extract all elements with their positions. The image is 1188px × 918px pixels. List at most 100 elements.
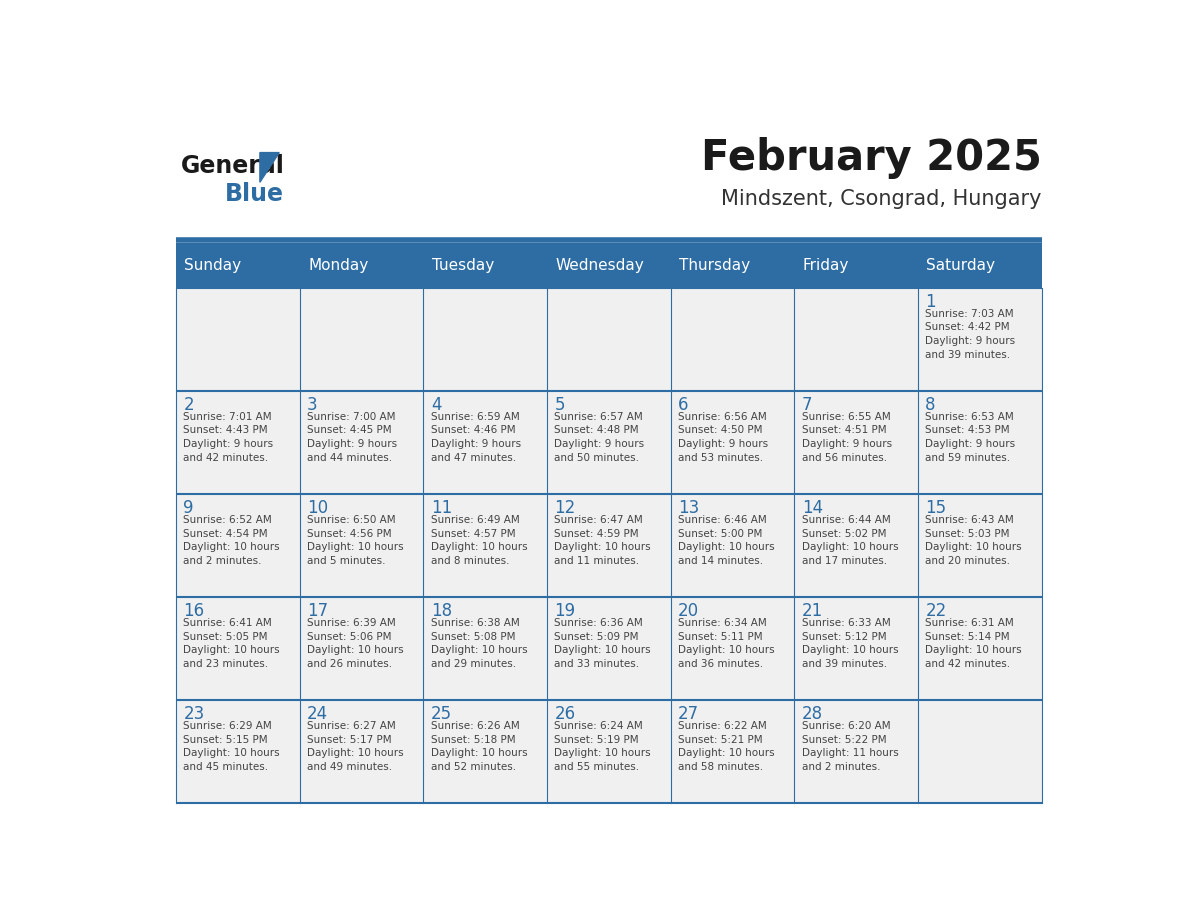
Bar: [671, 494, 795, 597]
Bar: [918, 391, 1042, 494]
Bar: [299, 287, 423, 391]
Bar: [795, 597, 918, 700]
Bar: [423, 287, 546, 391]
Text: 18: 18: [431, 601, 451, 620]
Bar: [423, 391, 546, 494]
Text: Saturday: Saturday: [927, 258, 996, 273]
Text: 5: 5: [555, 396, 565, 414]
Text: 9: 9: [183, 498, 194, 517]
Bar: [918, 243, 1042, 287]
Bar: [795, 287, 918, 391]
Text: Sunrise: 7:00 AM
Sunset: 4:45 PM
Daylight: 9 hours
and 44 minutes.: Sunrise: 7:00 AM Sunset: 4:45 PM Dayligh…: [308, 412, 397, 463]
Bar: [176, 700, 299, 803]
Bar: [795, 700, 918, 803]
Text: Sunrise: 6:29 AM
Sunset: 5:15 PM
Daylight: 10 hours
and 45 minutes.: Sunrise: 6:29 AM Sunset: 5:15 PM Dayligh…: [183, 721, 280, 772]
Bar: [176, 287, 299, 391]
Text: 22: 22: [925, 601, 947, 620]
Bar: [918, 287, 1042, 391]
Bar: [299, 243, 423, 287]
Text: 10: 10: [308, 498, 328, 517]
Text: 3: 3: [308, 396, 317, 414]
Text: 28: 28: [802, 705, 823, 722]
Text: 21: 21: [802, 601, 823, 620]
Text: 1: 1: [925, 293, 936, 310]
Bar: [546, 243, 671, 287]
Text: 13: 13: [678, 498, 700, 517]
Text: Sunrise: 6:36 AM
Sunset: 5:09 PM
Daylight: 10 hours
and 33 minutes.: Sunrise: 6:36 AM Sunset: 5:09 PM Dayligh…: [555, 618, 651, 669]
Bar: [918, 494, 1042, 597]
Bar: [176, 243, 299, 287]
Text: 20: 20: [678, 601, 700, 620]
Text: 11: 11: [431, 498, 451, 517]
Text: Sunrise: 6:31 AM
Sunset: 5:14 PM
Daylight: 10 hours
and 42 minutes.: Sunrise: 6:31 AM Sunset: 5:14 PM Dayligh…: [925, 618, 1022, 669]
Text: Sunrise: 7:03 AM
Sunset: 4:42 PM
Daylight: 9 hours
and 39 minutes.: Sunrise: 7:03 AM Sunset: 4:42 PM Dayligh…: [925, 308, 1016, 360]
Bar: [423, 700, 546, 803]
Text: Tuesday: Tuesday: [431, 258, 494, 273]
Text: 26: 26: [555, 705, 575, 722]
Text: Sunrise: 6:47 AM
Sunset: 4:59 PM
Daylight: 10 hours
and 11 minutes.: Sunrise: 6:47 AM Sunset: 4:59 PM Dayligh…: [555, 515, 651, 565]
Text: 19: 19: [555, 601, 575, 620]
Text: 14: 14: [802, 498, 823, 517]
Bar: [299, 494, 423, 597]
Text: Monday: Monday: [308, 258, 368, 273]
Bar: [546, 700, 671, 803]
Text: Sunrise: 6:33 AM
Sunset: 5:12 PM
Daylight: 10 hours
and 39 minutes.: Sunrise: 6:33 AM Sunset: 5:12 PM Dayligh…: [802, 618, 898, 669]
Text: Sunrise: 6:59 AM
Sunset: 4:46 PM
Daylight: 9 hours
and 47 minutes.: Sunrise: 6:59 AM Sunset: 4:46 PM Dayligh…: [431, 412, 520, 463]
Bar: [795, 494, 918, 597]
Bar: [299, 700, 423, 803]
Text: Sunrise: 6:56 AM
Sunset: 4:50 PM
Daylight: 9 hours
and 53 minutes.: Sunrise: 6:56 AM Sunset: 4:50 PM Dayligh…: [678, 412, 769, 463]
Text: 23: 23: [183, 705, 204, 722]
Bar: [176, 494, 299, 597]
Text: Sunday: Sunday: [184, 258, 241, 273]
Text: Sunrise: 6:27 AM
Sunset: 5:17 PM
Daylight: 10 hours
and 49 minutes.: Sunrise: 6:27 AM Sunset: 5:17 PM Dayligh…: [308, 721, 404, 772]
Text: 25: 25: [431, 705, 451, 722]
Text: 12: 12: [555, 498, 576, 517]
Text: Sunrise: 6:44 AM
Sunset: 5:02 PM
Daylight: 10 hours
and 17 minutes.: Sunrise: 6:44 AM Sunset: 5:02 PM Dayligh…: [802, 515, 898, 565]
Bar: [795, 391, 918, 494]
Text: Friday: Friday: [803, 258, 849, 273]
Bar: [671, 391, 795, 494]
Text: Sunrise: 6:20 AM
Sunset: 5:22 PM
Daylight: 11 hours
and 2 minutes.: Sunrise: 6:20 AM Sunset: 5:22 PM Dayligh…: [802, 721, 898, 772]
Text: 17: 17: [308, 601, 328, 620]
Text: Wednesday: Wednesday: [555, 258, 644, 273]
Text: Sunrise: 6:49 AM
Sunset: 4:57 PM
Daylight: 10 hours
and 8 minutes.: Sunrise: 6:49 AM Sunset: 4:57 PM Dayligh…: [431, 515, 527, 565]
Text: General: General: [181, 154, 285, 178]
Bar: [795, 243, 918, 287]
Text: Sunrise: 6:39 AM
Sunset: 5:06 PM
Daylight: 10 hours
and 26 minutes.: Sunrise: 6:39 AM Sunset: 5:06 PM Dayligh…: [308, 618, 404, 669]
Bar: [671, 287, 795, 391]
Bar: [423, 597, 546, 700]
Text: Sunrise: 6:43 AM
Sunset: 5:03 PM
Daylight: 10 hours
and 20 minutes.: Sunrise: 6:43 AM Sunset: 5:03 PM Dayligh…: [925, 515, 1022, 565]
Text: 16: 16: [183, 601, 204, 620]
Bar: [299, 391, 423, 494]
Text: 6: 6: [678, 396, 689, 414]
Polygon shape: [260, 152, 279, 183]
Text: Sunrise: 6:38 AM
Sunset: 5:08 PM
Daylight: 10 hours
and 29 minutes.: Sunrise: 6:38 AM Sunset: 5:08 PM Dayligh…: [431, 618, 527, 669]
Bar: [918, 700, 1042, 803]
Text: Sunrise: 6:24 AM
Sunset: 5:19 PM
Daylight: 10 hours
and 55 minutes.: Sunrise: 6:24 AM Sunset: 5:19 PM Dayligh…: [555, 721, 651, 772]
Text: Sunrise: 7:01 AM
Sunset: 4:43 PM
Daylight: 9 hours
and 42 minutes.: Sunrise: 7:01 AM Sunset: 4:43 PM Dayligh…: [183, 412, 273, 463]
Text: Sunrise: 6:50 AM
Sunset: 4:56 PM
Daylight: 10 hours
and 5 minutes.: Sunrise: 6:50 AM Sunset: 4:56 PM Dayligh…: [308, 515, 404, 565]
Text: Mindszent, Csongrad, Hungary: Mindszent, Csongrad, Hungary: [721, 189, 1042, 209]
Bar: [546, 391, 671, 494]
Text: Sunrise: 6:26 AM
Sunset: 5:18 PM
Daylight: 10 hours
and 52 minutes.: Sunrise: 6:26 AM Sunset: 5:18 PM Dayligh…: [431, 721, 527, 772]
Bar: [423, 243, 546, 287]
Bar: [176, 391, 299, 494]
Bar: [671, 243, 795, 287]
Bar: [423, 494, 546, 597]
Bar: [299, 597, 423, 700]
Text: Thursday: Thursday: [680, 258, 750, 273]
Bar: [671, 597, 795, 700]
Text: February 2025: February 2025: [701, 137, 1042, 179]
Text: Sunrise: 6:41 AM
Sunset: 5:05 PM
Daylight: 10 hours
and 23 minutes.: Sunrise: 6:41 AM Sunset: 5:05 PM Dayligh…: [183, 618, 280, 669]
Text: 7: 7: [802, 396, 813, 414]
Text: 24: 24: [308, 705, 328, 722]
Text: Sunrise: 6:46 AM
Sunset: 5:00 PM
Daylight: 10 hours
and 14 minutes.: Sunrise: 6:46 AM Sunset: 5:00 PM Dayligh…: [678, 515, 775, 565]
Text: Blue: Blue: [225, 183, 284, 207]
Text: 15: 15: [925, 498, 947, 517]
Text: Sunrise: 6:52 AM
Sunset: 4:54 PM
Daylight: 10 hours
and 2 minutes.: Sunrise: 6:52 AM Sunset: 4:54 PM Dayligh…: [183, 515, 280, 565]
Bar: [546, 597, 671, 700]
Text: Sunrise: 6:34 AM
Sunset: 5:11 PM
Daylight: 10 hours
and 36 minutes.: Sunrise: 6:34 AM Sunset: 5:11 PM Dayligh…: [678, 618, 775, 669]
Bar: [546, 494, 671, 597]
Bar: [546, 287, 671, 391]
Text: Sunrise: 6:55 AM
Sunset: 4:51 PM
Daylight: 9 hours
and 56 minutes.: Sunrise: 6:55 AM Sunset: 4:51 PM Dayligh…: [802, 412, 892, 463]
